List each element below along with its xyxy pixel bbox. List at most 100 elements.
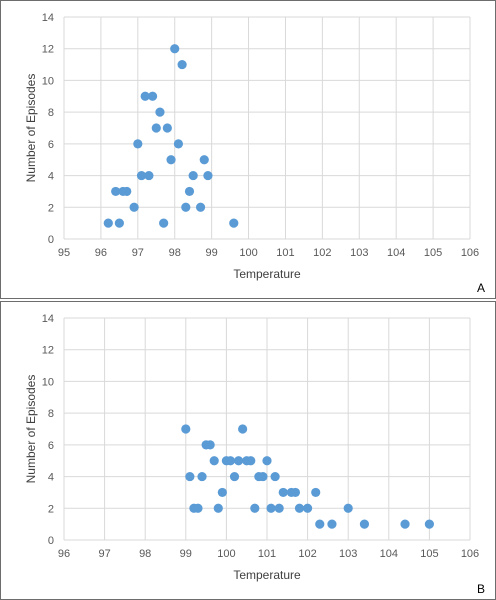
y-tick-label: 0 bbox=[48, 234, 54, 246]
data-point bbox=[195, 202, 206, 212]
data-point bbox=[209, 456, 219, 466]
y-axis-title: Number of Episodes bbox=[24, 375, 38, 484]
data-point bbox=[188, 170, 198, 181]
y-tick-label: 14 bbox=[42, 12, 54, 24]
data-point bbox=[184, 186, 195, 197]
data-point bbox=[129, 202, 139, 212]
data-point bbox=[181, 202, 191, 212]
data-point bbox=[290, 487, 301, 498]
y-tick-label: 10 bbox=[42, 75, 54, 87]
data-point bbox=[166, 155, 176, 165]
data-point bbox=[162, 123, 172, 133]
x-tick-label: 104 bbox=[380, 548, 398, 560]
x-tick-label: 99 bbox=[180, 548, 192, 560]
data-point bbox=[229, 471, 240, 482]
data-point bbox=[155, 107, 165, 117]
data-point bbox=[250, 503, 260, 513]
data-point bbox=[193, 503, 203, 513]
data-point bbox=[159, 218, 169, 228]
data-point bbox=[266, 503, 276, 513]
scatter-chart-b: 0 2 4 6 8 10 12 14 96 97 98 99 100 101 102 103 104 105 106… bbox=[24, 313, 485, 596]
data-point bbox=[303, 503, 313, 513]
data-point bbox=[400, 519, 410, 529]
x-tick-label: 97 bbox=[132, 247, 144, 259]
data-point bbox=[238, 424, 248, 434]
x-axis-title: Temperature bbox=[233, 267, 301, 281]
x-tick-label: 102 bbox=[313, 247, 331, 259]
data-point bbox=[147, 91, 158, 101]
data-point bbox=[177, 59, 187, 70]
x-tick-label: 96 bbox=[95, 247, 107, 259]
data-point bbox=[424, 519, 434, 529]
y-tick-label: 4 bbox=[48, 472, 54, 484]
x-tick-label: 106 bbox=[461, 548, 479, 560]
x-tick-label: 100 bbox=[217, 548, 235, 560]
y-axis-title: Number of Episodes bbox=[24, 74, 38, 183]
data-point bbox=[229, 218, 239, 228]
data-point bbox=[197, 471, 207, 482]
x-tick-label: 104 bbox=[387, 247, 405, 259]
data-point bbox=[203, 170, 213, 181]
data-point bbox=[359, 519, 370, 529]
data-point bbox=[133, 139, 143, 149]
x-tick-label: 105 bbox=[424, 247, 442, 259]
data-point bbox=[122, 186, 132, 197]
data-point bbox=[274, 503, 284, 513]
data-point bbox=[173, 139, 184, 149]
data-point bbox=[225, 456, 236, 466]
x-tick-label: 103 bbox=[350, 247, 368, 259]
data-point bbox=[278, 487, 288, 498]
data-point bbox=[262, 456, 272, 466]
x-tick-label: 103 bbox=[339, 548, 357, 560]
x-tick-label: 101 bbox=[276, 247, 294, 259]
x-tick-label: 106 bbox=[461, 247, 479, 259]
data-point bbox=[151, 123, 161, 133]
x-tick-label: 100 bbox=[239, 247, 257, 259]
panel-label-a: A bbox=[477, 281, 485, 295]
chart-panel-a: 0 2 4 6 8 10 12 14 95 96 97 98 99 100 101 102 103 104 105 1… bbox=[0, 0, 496, 299]
x-tick-label: 99 bbox=[206, 247, 218, 259]
y-tick-label: 2 bbox=[48, 202, 54, 214]
data-point bbox=[114, 218, 124, 228]
data-point bbox=[170, 44, 180, 54]
y-tick-label: 12 bbox=[42, 44, 54, 56]
data-point bbox=[140, 91, 150, 101]
y-tick-label: 8 bbox=[48, 107, 54, 119]
data-point bbox=[311, 487, 321, 498]
x-tick-label: 105 bbox=[420, 548, 438, 560]
x-tick-label: 102 bbox=[298, 548, 316, 560]
scatter-chart-a: 0 2 4 6 8 10 12 14 95 96 97 98 99 100 101 102 103 104 105 1… bbox=[24, 12, 485, 295]
data-point bbox=[327, 519, 337, 529]
x-tick-label: 98 bbox=[139, 548, 151, 560]
data-point bbox=[233, 456, 244, 466]
data-point bbox=[181, 424, 191, 434]
y-tick-label: 2 bbox=[48, 503, 54, 515]
data-point bbox=[315, 519, 325, 529]
x-tick-label: 95 bbox=[58, 247, 70, 259]
data-point bbox=[103, 218, 113, 228]
x-tick-label: 101 bbox=[258, 548, 276, 560]
x-tick-label: 96 bbox=[58, 548, 70, 560]
data-point bbox=[270, 471, 280, 482]
y-tick-label: 0 bbox=[48, 535, 54, 547]
x-tick-label: 98 bbox=[169, 247, 181, 259]
data-point bbox=[185, 471, 195, 482]
y-tick-label: 12 bbox=[42, 345, 54, 357]
chart-panel-b: 0 2 4 6 8 10 12 14 96 97 98 99 100 101 102 103 104 105 106… bbox=[0, 301, 496, 600]
y-tick-label: 8 bbox=[48, 408, 54, 420]
data-point bbox=[136, 170, 147, 181]
y-tick-label: 14 bbox=[42, 313, 54, 325]
data-point bbox=[213, 503, 223, 513]
data-point bbox=[258, 471, 268, 482]
data-point bbox=[205, 440, 215, 450]
data-point bbox=[199, 155, 209, 165]
data-point bbox=[111, 186, 121, 197]
data-point bbox=[246, 456, 256, 466]
panel-label-b: B bbox=[477, 582, 485, 596]
data-point bbox=[217, 487, 227, 498]
data-point bbox=[144, 170, 154, 181]
y-tick-label: 6 bbox=[48, 139, 54, 151]
data-point bbox=[343, 503, 353, 513]
x-tick-label: 97 bbox=[98, 548, 110, 560]
x-axis-title: Temperature bbox=[233, 568, 301, 582]
